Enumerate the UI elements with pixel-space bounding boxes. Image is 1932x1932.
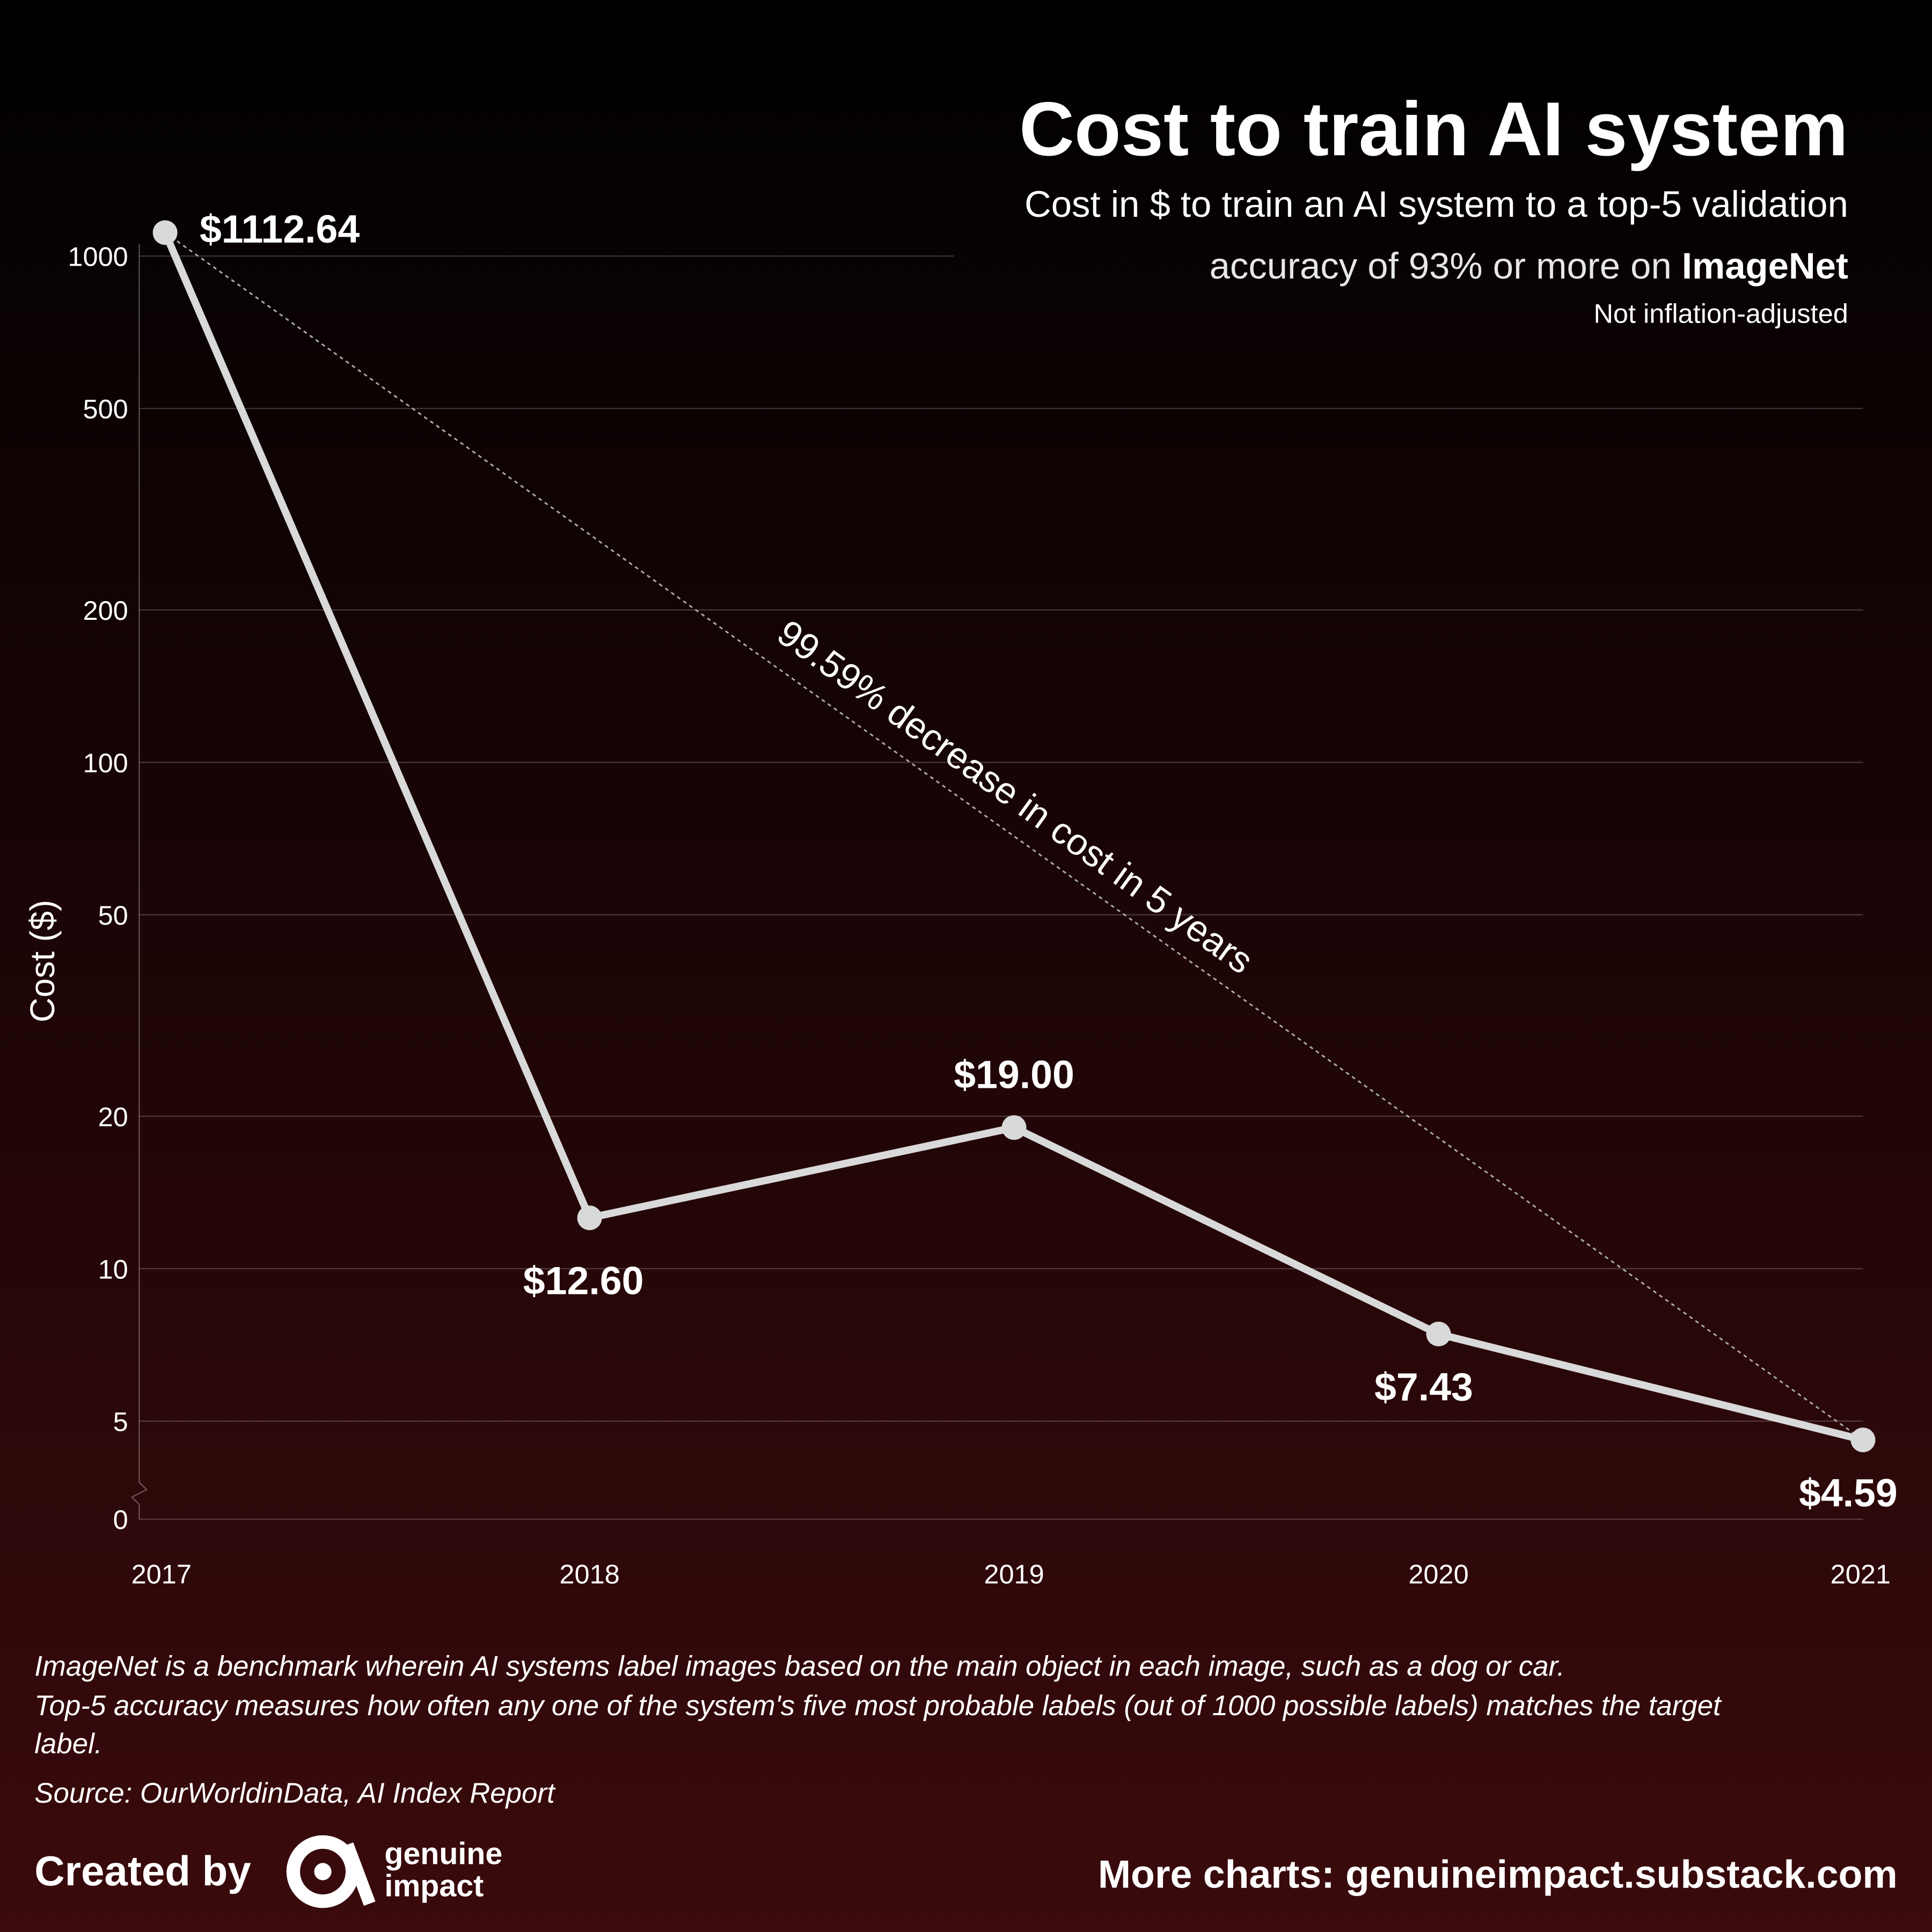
- data-point: [152, 220, 178, 245]
- data-point: [1426, 1321, 1451, 1346]
- subtitle: Cost in $ to train an AI system to a top…: [1024, 184, 1848, 225]
- data-label: $19.00: [954, 1052, 1074, 1097]
- data-point: [1001, 1115, 1027, 1140]
- source: Source: OurWorldinData, AI Index Report: [34, 1777, 556, 1809]
- data-label: $1112.64: [200, 207, 360, 251]
- footnote: ImageNet is a benchmark wherein AI syste…: [34, 1650, 1565, 1682]
- logo-mark: [314, 1863, 332, 1880]
- footnote: Top-5 accuracy measures how often any on…: [34, 1690, 1722, 1722]
- logo-text: impact: [384, 1869, 484, 1903]
- y-axis-label: Cost ($): [23, 900, 62, 1023]
- axis-break: [130, 244, 148, 1519]
- data-label: $7.43: [1374, 1365, 1473, 1409]
- y-tick-label: 20: [98, 1101, 128, 1132]
- footnote: label.: [34, 1728, 102, 1760]
- chart-title: Cost to train AI system: [1019, 86, 1848, 172]
- x-tick-label: 2017: [131, 1558, 192, 1589]
- more-charts: More charts: genuineimpact.substack.com: [1098, 1851, 1898, 1896]
- y-tick-label: 200: [83, 595, 128, 626]
- x-tick-label: 2021: [1831, 1558, 1891, 1589]
- note: Not inflation-adjusted: [1593, 298, 1848, 329]
- subtitle: accuracy of 93% or more on ImageNet: [1210, 245, 1848, 287]
- y-tick-label: 1000: [68, 241, 128, 272]
- created-by: Created by: [34, 1847, 251, 1894]
- y-tick-label: 0: [113, 1504, 128, 1535]
- y-tick-label: 5: [113, 1406, 128, 1437]
- x-tick-label: 2019: [984, 1558, 1044, 1589]
- logo: genuine impact: [286, 1835, 502, 1908]
- logo-mark: [341, 1842, 376, 1906]
- x-tick-label: 2018: [559, 1558, 619, 1589]
- y-tick-label: 50: [98, 900, 128, 931]
- logo-text: genuine: [384, 1837, 502, 1871]
- y-tick-label: 500: [83, 394, 128, 425]
- data-label: $4.59: [1799, 1470, 1898, 1515]
- y-tick-label: 10: [98, 1254, 128, 1284]
- data-point: [1850, 1428, 1876, 1453]
- data-point: [577, 1205, 602, 1231]
- x-tick-label: 2020: [1408, 1558, 1468, 1589]
- subtitle: accuracy of 93% or more on: [1210, 245, 1672, 287]
- data-label: $12.60: [523, 1258, 644, 1303]
- subtitle-bold: ImageNet: [1682, 245, 1848, 287]
- y-tick-label: 100: [83, 748, 128, 778]
